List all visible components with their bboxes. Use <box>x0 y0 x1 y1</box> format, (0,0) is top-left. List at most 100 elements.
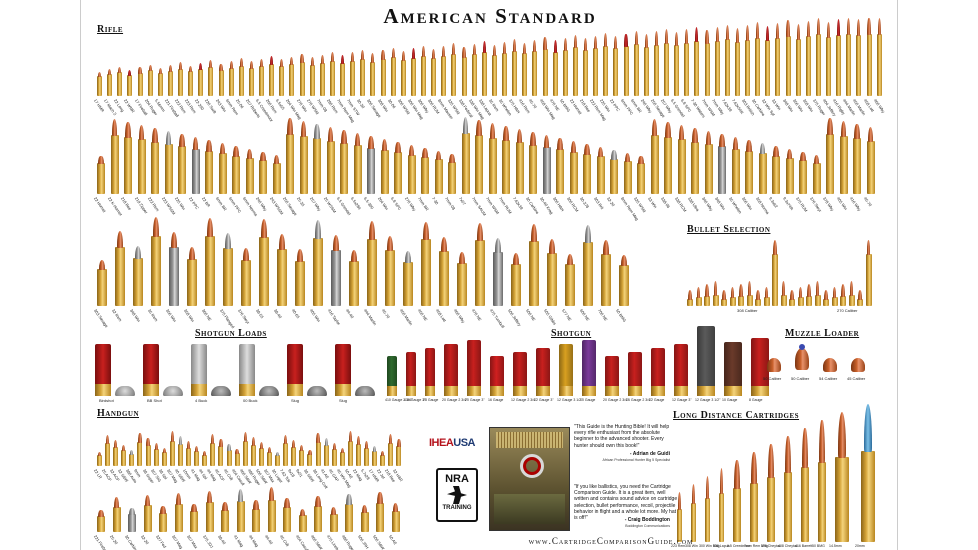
cartridge-label: 378 Wby <box>821 196 836 212</box>
cartridge-label: 25-20 <box>108 534 119 546</box>
cartridge-label: 416 Wby <box>848 196 863 212</box>
shotgun-label: 10 Gauge <box>722 398 738 402</box>
cartridge: 500 S&W <box>255 442 269 485</box>
cartridge-label: 405 Win <box>835 196 848 211</box>
cartridge-label: 9.3x62 <box>767 196 779 209</box>
cartridge: 44 Spl <box>198 451 209 480</box>
cartridge: 30 Luger <box>271 452 284 484</box>
cartridge: 240 Wby <box>255 152 268 212</box>
shotgun-shell <box>490 356 504 396</box>
shot-pile <box>307 386 327 396</box>
cartridge: 6mm PPC <box>619 33 634 116</box>
cartridge <box>848 281 855 306</box>
cartridge-label: 6.8 SPC <box>389 196 403 212</box>
cartridge: 32 Rem <box>111 231 125 322</box>
cartridge: 50 AE <box>344 431 354 480</box>
shotgun-load-label: 00 Buck <box>243 398 258 403</box>
cartridge <box>806 284 812 306</box>
cartridge-label: 32-20 <box>139 534 150 546</box>
cartridge: 22 Hornet <box>569 35 583 115</box>
long-distance-label: 375 Cheytac <box>761 544 781 548</box>
cartridge-label: 358 Win <box>182 308 196 323</box>
cartridge: 44-40 <box>263 487 276 545</box>
cartridge <box>763 287 770 306</box>
shotgun-label: 16 Gauge <box>488 398 504 402</box>
cartridge <box>823 290 829 306</box>
cartridge: 257 Roberts <box>245 61 261 119</box>
cartridge: 270 Wby <box>403 145 417 212</box>
cartridge <box>857 290 863 306</box>
cartridge: 33 Win <box>771 23 783 111</box>
cartridge: 450 Marlin <box>852 19 867 116</box>
cartridge: 416 Rigby <box>832 18 846 116</box>
cartridge: 376 Steyr <box>808 155 822 213</box>
cartridge: 17 HMR <box>93 72 105 113</box>
cartridge: 6.5 Grendel <box>336 130 352 216</box>
cartridge: 10mm <box>182 441 192 480</box>
cartridge: 6mm BR <box>214 143 227 212</box>
cartridge-label: 240 Wby <box>254 196 269 212</box>
cartridge: 225 Win <box>174 134 186 211</box>
cartridge-label: 357 Mag <box>170 534 184 550</box>
cartridge: 45-70 <box>381 236 395 319</box>
cartridge: 348 Win <box>714 134 726 211</box>
cartridge-label: 45-70 <box>528 98 539 110</box>
cartridge-label: 38-40 <box>216 534 227 546</box>
shotgun-label: 12 Gauge 3 1/2" <box>557 398 583 402</box>
cartridge-label: 303 Brit <box>592 196 605 211</box>
cartridge-label: 480 Ruger <box>340 534 356 550</box>
cartridge-label: 500 Jeffery <box>506 308 523 328</box>
cartridge: 7.62x39 <box>511 129 524 211</box>
cartridge: 416 Taylor <box>327 235 342 326</box>
cartridge: 380 Auto <box>125 450 138 484</box>
shotgun-shell <box>751 338 769 396</box>
section-long-distance: Long Distance Cartridges <box>673 410 800 421</box>
cartridge: 7mm-08 <box>444 154 456 211</box>
cartridge-label: 577 NE <box>560 308 573 322</box>
cartridge: 454 Casull <box>230 449 245 486</box>
cartridge-label: 30 Carbine <box>123 534 140 550</box>
cartridge: 416 Barrett <box>795 428 812 548</box>
cartridge-label: 340 Wby <box>700 196 714 212</box>
cartridge: 35 Whelen <box>727 137 742 215</box>
shotgun-label: 12 Gauge 3" <box>672 398 692 402</box>
muzzle-bullet <box>767 358 781 372</box>
poster-title: American Standard <box>383 4 597 28</box>
cartridge: 223 Rem <box>671 492 685 548</box>
cartridge-label: 416 Taylor <box>326 308 342 326</box>
cartridge: 7.62 Tok <box>279 435 292 483</box>
cartridge: 9x21 <box>295 445 305 478</box>
cartridge: 303 Savage <box>93 260 109 328</box>
cartridge: 376 Steyr <box>237 248 251 325</box>
cartridge: 270 Win <box>295 53 308 113</box>
cartridge-label: 338-06 <box>659 196 672 210</box>
cartridge: 264 Win <box>376 139 389 211</box>
cartridge-label: 7mm BR <box>416 196 430 212</box>
cartridge-label: 338 RCM <box>673 196 688 213</box>
cartridge-label: 500 S&W <box>371 534 386 550</box>
cartridge-label: 505 Gibbs <box>542 308 558 326</box>
cartridge: 222 Rem Mag <box>589 35 608 121</box>
cartridge <box>865 240 872 306</box>
cartridge: 8mm Rem Mag <box>619 153 639 221</box>
cartridge: 22-250 <box>194 63 205 111</box>
cartridge: 250 Savage <box>282 118 298 216</box>
cartridge: 480 Ruger <box>247 437 261 486</box>
cartridge: 30-40 Krag <box>538 135 554 215</box>
cartridge: 460 S&W <box>310 496 324 550</box>
cartridge: 22 LR <box>93 452 103 480</box>
cartridge: 7mm SAUM <box>471 120 487 217</box>
cartridge-label: 32 Rem <box>110 308 124 323</box>
shot-pile <box>211 386 231 396</box>
cartridge-label: 7-30 <box>430 196 440 206</box>
cartridge: 7mm RUM <box>498 126 513 215</box>
cartridge: 240 Wby <box>640 34 653 114</box>
shotgun-label: 20 Gauge 2 3/4" <box>442 398 468 402</box>
cartridge: 44-40 <box>345 250 359 319</box>
cartridge: 7-30 Waters <box>690 26 707 119</box>
shotgun-label: 20 Gauge 2 3/4" <box>603 398 629 402</box>
cartridge-label: 6mm PPC <box>227 196 243 214</box>
cartridge-label: 225 Win <box>173 196 187 211</box>
cartridge: 348 Win <box>129 246 143 323</box>
cartridge: 500 Jeffery <box>507 253 522 327</box>
